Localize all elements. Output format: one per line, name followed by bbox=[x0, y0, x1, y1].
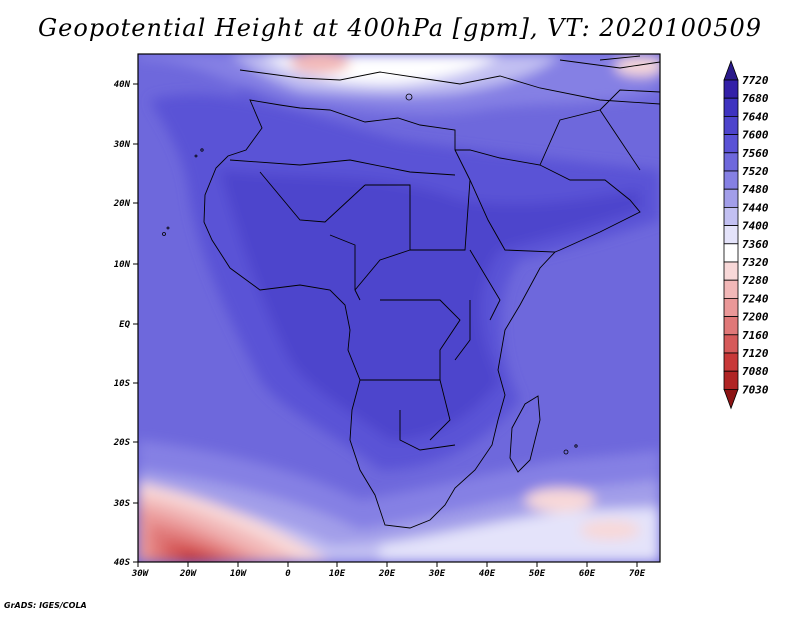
credit-text: GrADS: IGES/COLA bbox=[4, 601, 87, 610]
colorbar-bottom-arrow bbox=[723, 389, 739, 410]
lat-tick-label: 10S bbox=[114, 379, 131, 389]
colorbar-swatch bbox=[723, 206, 739, 226]
height-field bbox=[138, 54, 660, 562]
colorbar-swatch bbox=[723, 316, 739, 336]
lat-tick-label: 10N bbox=[114, 260, 131, 270]
colorbar-swatch bbox=[723, 370, 739, 390]
colorbar-swatch bbox=[723, 279, 739, 299]
colorbar-swatch bbox=[723, 170, 739, 190]
lat-tick-label: 40N bbox=[114, 80, 131, 90]
colorbar-level-label: 7720 bbox=[742, 74, 769, 87]
colorbar-swatch bbox=[723, 116, 739, 136]
colorbar-swatch bbox=[723, 152, 739, 172]
colorbar-level-label: 7320 bbox=[742, 256, 769, 269]
colorbar-swatch bbox=[723, 97, 739, 117]
colorbar-level-label: 7680 bbox=[742, 92, 769, 105]
colorbar-level-label: 7200 bbox=[742, 311, 769, 324]
colorbar-level-label: 7400 bbox=[742, 220, 769, 233]
lon-tick-label: 60E bbox=[579, 569, 596, 579]
colorbar-level-label: 7560 bbox=[742, 147, 769, 160]
lon-tick-label: 70E bbox=[629, 569, 646, 579]
colorbar-level-label: 7520 bbox=[742, 165, 769, 178]
map-frame bbox=[137, 53, 661, 563]
colorbar-swatch bbox=[723, 225, 739, 245]
lat-tick-label: EQ bbox=[119, 320, 130, 330]
lon-tick-label: 10E bbox=[329, 569, 346, 579]
lat-tick-label: 20N bbox=[113, 199, 131, 209]
lon-tick-label: 0 bbox=[285, 569, 291, 579]
lon-tick-label: 10W bbox=[230, 569, 248, 579]
colorbar-swatch bbox=[723, 188, 739, 208]
lon-tick-label: 40E bbox=[479, 569, 496, 579]
lon-tick-label: 30E bbox=[428, 569, 446, 579]
colorbar-swatch bbox=[723, 261, 739, 281]
colorbar-level-label: 7600 bbox=[742, 129, 769, 142]
lon-tick-label: 20W bbox=[179, 569, 198, 579]
lat-tick-label: 30N bbox=[113, 140, 131, 150]
colorbar-level-label: 7160 bbox=[742, 329, 769, 342]
colorbar-level-label: 7080 bbox=[742, 365, 769, 378]
colorbar-swatch bbox=[723, 297, 739, 317]
colorbar-level-label: 7120 bbox=[742, 347, 769, 360]
colorbar-level-label: 7030 bbox=[742, 383, 769, 396]
colorbar-level-label: 7280 bbox=[742, 274, 769, 287]
colorbar-top-arrow bbox=[723, 59, 739, 81]
colorbar-swatch bbox=[723, 134, 739, 154]
map-title: Geopotential Height at 400hPa [gpm], VT:… bbox=[38, 14, 762, 42]
colorbar-swatch bbox=[723, 352, 739, 372]
coastlines bbox=[203, 55, 660, 529]
colorbar-level-label: 7360 bbox=[742, 238, 769, 251]
colorbar-swatch bbox=[723, 243, 739, 263]
lon-tick-label: 50E bbox=[529, 569, 546, 579]
colorbar-swatch bbox=[723, 79, 739, 99]
lon-tick-label: 30W bbox=[131, 569, 150, 579]
lat-axis: 40N 30N 20N 10N EQ 10S 20S 30S 40S bbox=[113, 80, 138, 568]
colorbar-level-label: 7480 bbox=[742, 183, 769, 196]
lat-tick-label: 40S bbox=[114, 558, 131, 568]
lon-tick-label: 20E bbox=[378, 569, 396, 579]
lon-axis: 30W 20W 10W 0 10E 20E 30E 40E 50E 60E 70… bbox=[131, 562, 646, 579]
colorbar-level-label: 7240 bbox=[742, 292, 769, 305]
colorbar-swatch bbox=[723, 334, 739, 354]
lat-tick-label: 30S bbox=[113, 499, 131, 509]
lat-tick-label: 20S bbox=[113, 438, 131, 448]
colorbar-level-label: 7640 bbox=[742, 110, 769, 123]
colorbar-level-label: 7440 bbox=[742, 201, 769, 214]
